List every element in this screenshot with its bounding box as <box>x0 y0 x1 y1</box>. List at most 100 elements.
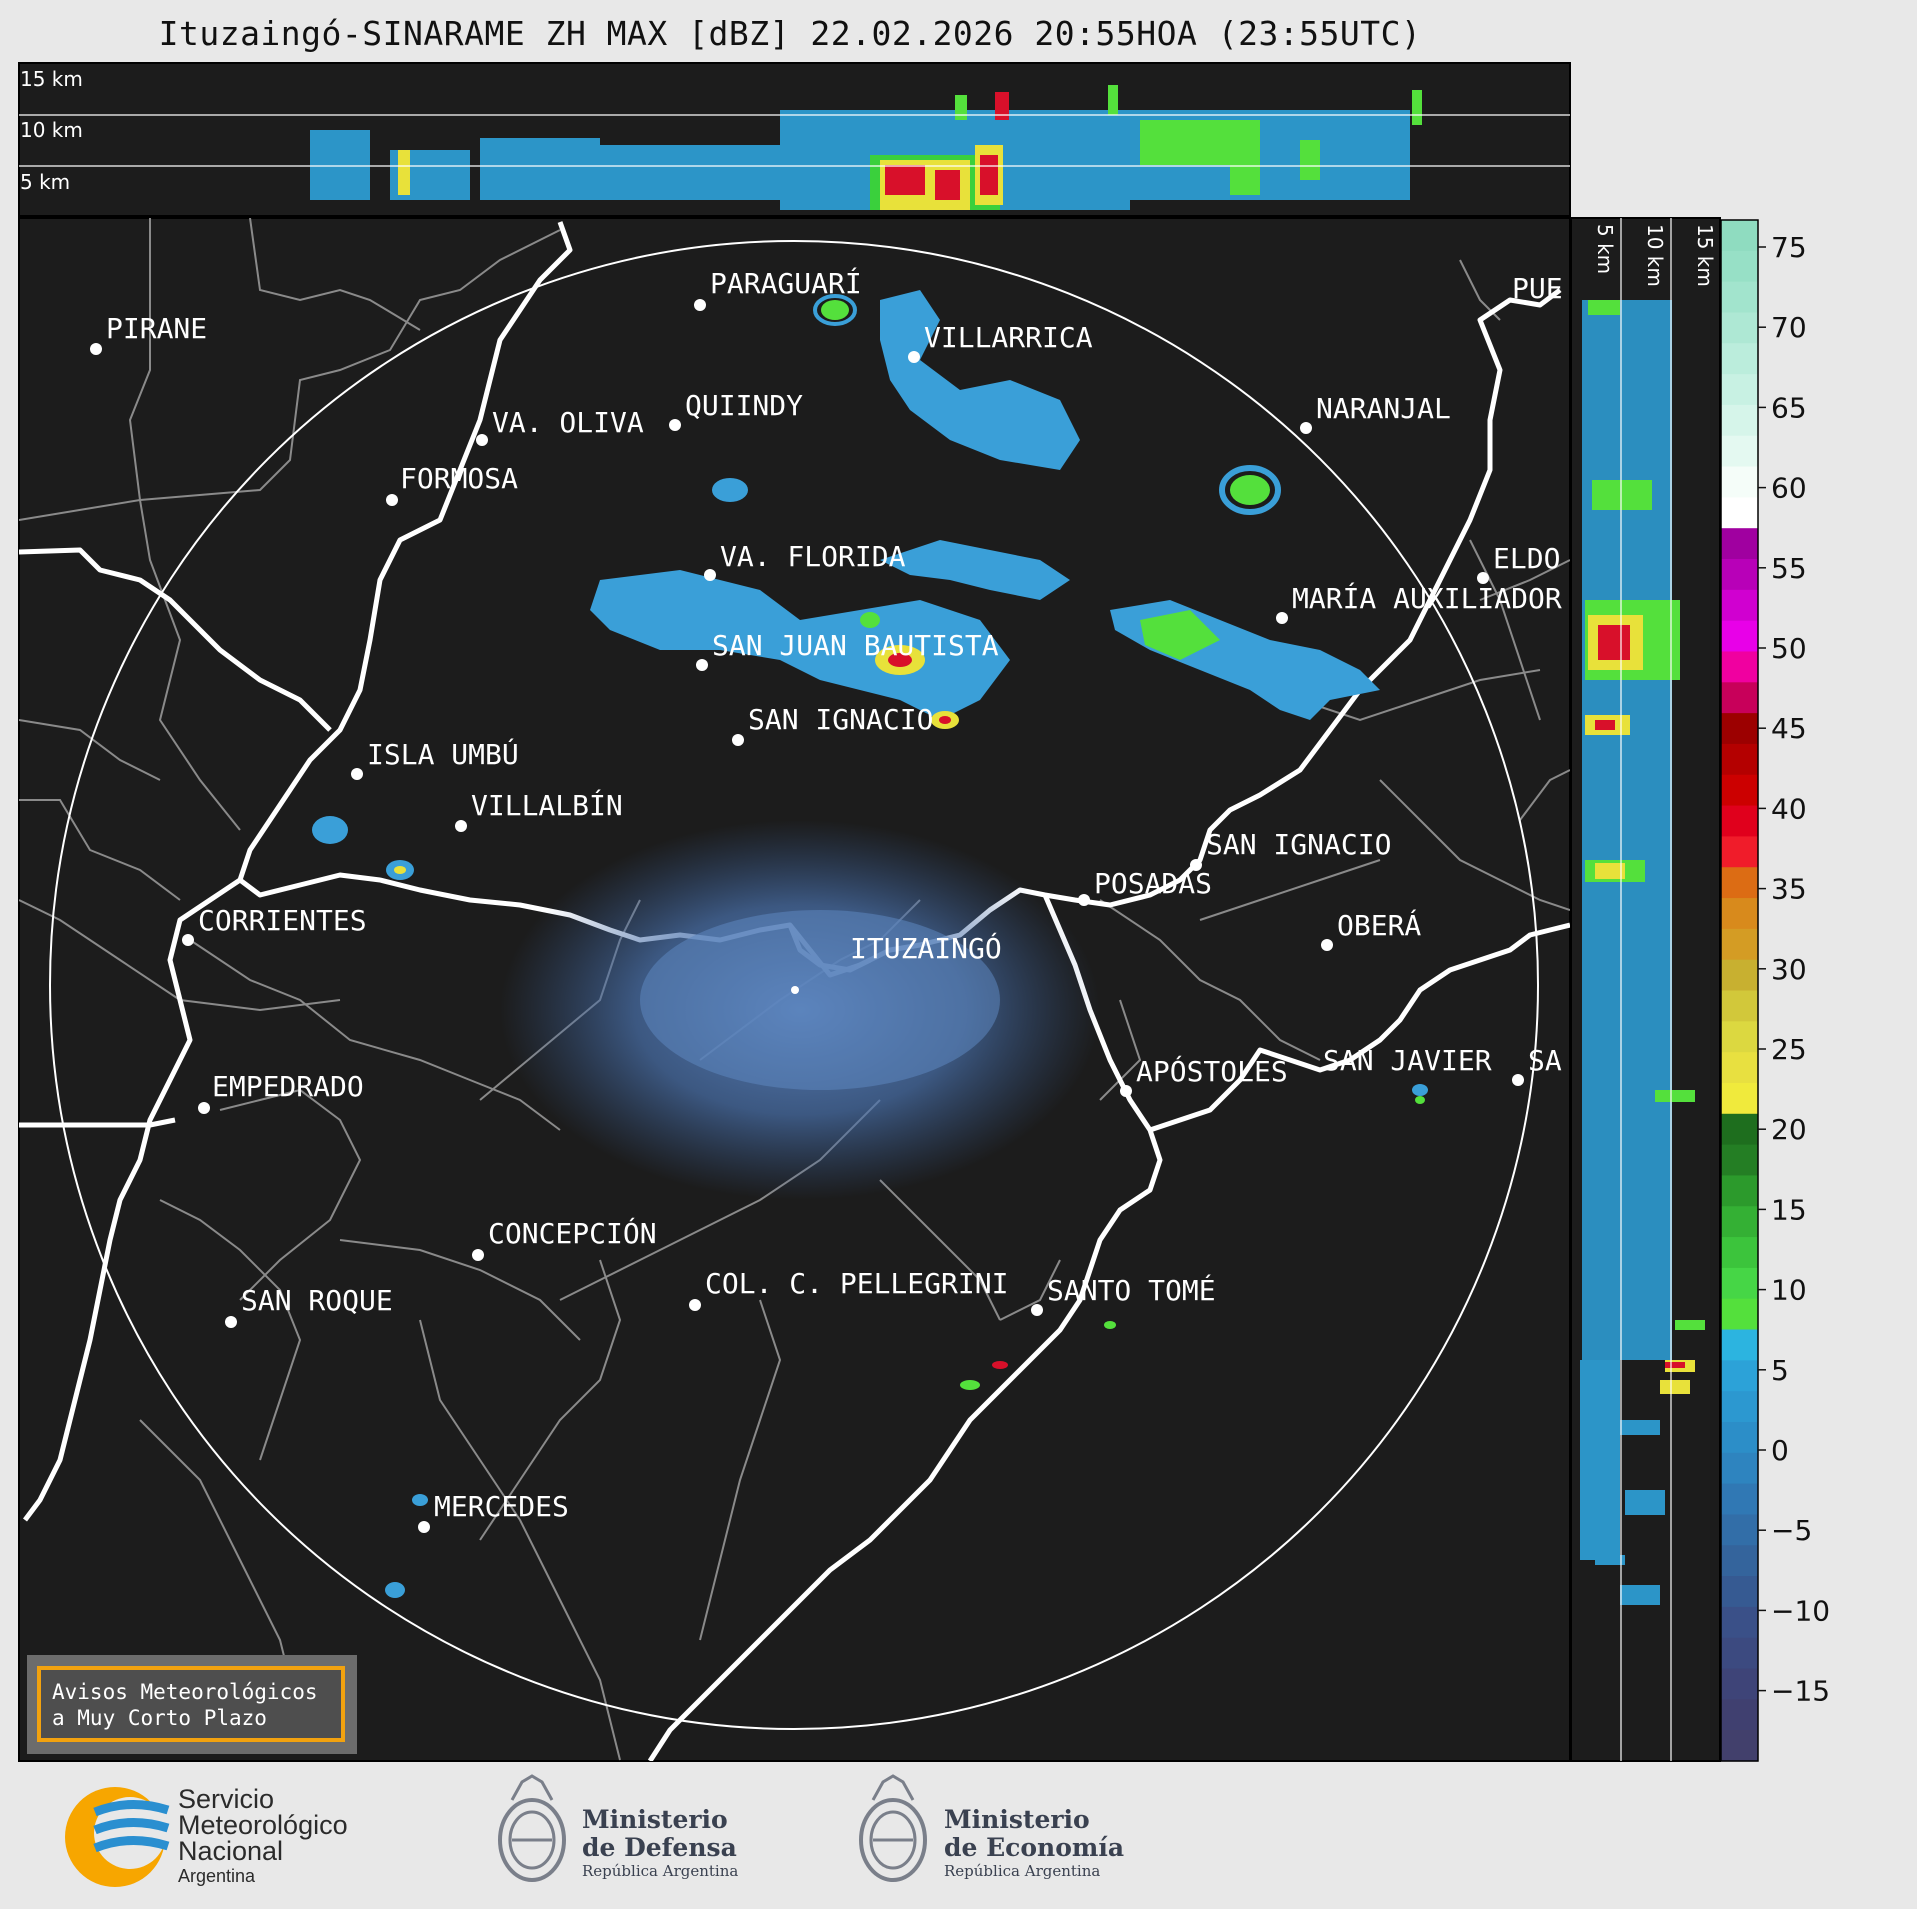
defensa-logo: Ministerio de Defensa República Argentin… <box>498 1774 738 1882</box>
colorbar-tick-label: 45 <box>1771 712 1807 745</box>
smn-line2: Meteorológico <box>178 1810 348 1840</box>
colorbar-swatch <box>1721 1606 1758 1639</box>
smn-line3: Nacional <box>178 1836 283 1866</box>
label-concepcion: CONCEPCIÓN <box>488 1216 657 1250</box>
radar-map[interactable]: PARAGUARÍ VILLARRICA PIRANE QUIINDY VA. … <box>18 217 1571 1762</box>
label-obera: OBERÁ <box>1337 908 1421 942</box>
label-empedrado: EMPEDRADO <box>212 1070 364 1103</box>
precip-echoes <box>312 290 1428 1598</box>
chart-title: Ituzaingó-SINARAME ZH MAX [dBZ] 22.02.20… <box>158 14 1422 53</box>
colorbar-swatch <box>1721 898 1758 930</box>
label-san-javier: SAN JAVIER <box>1323 1044 1492 1077</box>
top-cross-section-panel: 15 km 10 km 5 km <box>18 62 1571 217</box>
economia-line2: de Economía <box>944 1833 1124 1862</box>
colorbar-tick-label: 5 <box>1771 1354 1789 1387</box>
warning-box[interactable]: Avisos Meteorológicos a Muy Corto Plazo <box>27 1655 357 1754</box>
side-level-15km: 15 km <box>1693 224 1717 287</box>
colorbar-swatch <box>1721 528 1758 560</box>
colorbar-swatch <box>1721 1052 1758 1084</box>
colorbar-swatch <box>1721 805 1758 837</box>
smn-logo: Servicio Meteorológico Nacional Argentin… <box>65 1784 348 1887</box>
economia-line1: Ministerio <box>944 1805 1090 1834</box>
label-apostoles: APÓSTOLES <box>1136 1054 1288 1088</box>
colorbar-tick-label: 40 <box>1771 792 1807 825</box>
colorbar-swatch <box>1721 1175 1758 1207</box>
label-pue: PUE <box>1512 272 1563 305</box>
economia-logo: Ministerio de Economía República Argenti… <box>859 1774 1124 1882</box>
colorbar-swatch <box>1721 1730 1758 1762</box>
side-level-5km: 5 km <box>1593 224 1617 274</box>
colorbar-swatch <box>1721 343 1758 375</box>
top-level-10km: 10 km <box>20 118 83 142</box>
colorbar-swatch <box>1721 1237 1758 1269</box>
label-va-florida: VA. FLORIDA <box>720 540 906 573</box>
colorbar-tick-label: 55 <box>1771 552 1807 585</box>
top-echo-band <box>310 85 1422 210</box>
label-corrientes: CORRIENTES <box>198 904 367 937</box>
colorbar-swatch <box>1721 435 1758 468</box>
colorbar-swatch <box>1721 1144 1758 1177</box>
label-pirane: PIRANE <box>106 312 207 345</box>
colorbar-tick-label: 30 <box>1771 953 1807 986</box>
label-santo-tome: SANTO TOMÉ <box>1047 1273 1216 1307</box>
label-isla-umbu: ISLA UMBÚ <box>367 737 519 771</box>
label-san-roque: SAN ROQUE <box>241 1284 393 1317</box>
colorbar-swatch <box>1721 466 1758 498</box>
colorbar-swatch <box>1721 743 1758 776</box>
colorbar-swatch <box>1721 928 1758 961</box>
colorbar-swatch <box>1721 1021 1758 1053</box>
label-eldo: ELDO <box>1493 542 1560 575</box>
colorbar-tick-label: −5 <box>1771 1514 1812 1547</box>
label-mercedes: MERCEDES <box>434 1490 569 1523</box>
colorbar-swatch <box>1721 589 1758 622</box>
colorbar-swatch <box>1721 959 1758 992</box>
colorbar-swatch <box>1721 1360 1758 1392</box>
footer: Servicio Meteorológico Nacional Argentin… <box>65 1774 1124 1887</box>
colorbar-swatch <box>1721 713 1758 745</box>
colorbar-swatch <box>1721 312 1758 344</box>
smn-line4: Argentina <box>178 1866 256 1886</box>
label-ituzaingo: ITUZAINGÓ <box>850 931 1002 965</box>
colorbar-swatch <box>1721 1113 1758 1146</box>
colorbar-swatch <box>1721 867 1758 899</box>
label-maria-auxiliador: MARÍA AUXILIADOR <box>1292 581 1562 615</box>
city-markers <box>90 299 1524 1533</box>
colorbar-tick-label: −15 <box>1771 1675 1830 1708</box>
top-level-5km: 5 km <box>20 170 70 194</box>
top-level-15km: 15 km <box>20 67 83 91</box>
label-col-c-pellegrini: COL. C. PELLEGRINI <box>705 1267 1008 1300</box>
colorbar-tick-label: 35 <box>1771 873 1807 906</box>
colorbar-swatch <box>1721 682 1758 714</box>
colorbar-swatch <box>1721 774 1758 807</box>
defensa-line3: República Argentina <box>582 1862 738 1880</box>
label-posadas: POSADAS <box>1094 867 1212 900</box>
label-va-oliva: VA. OLIVA <box>492 406 644 439</box>
colorbar-swatch <box>1721 990 1758 1022</box>
colorbar-swatch <box>1721 1699 1758 1731</box>
colorbar-swatch <box>1721 1576 1758 1608</box>
colorbar-tick-label: 65 <box>1771 391 1807 424</box>
colorbar-swatch <box>1721 1206 1758 1238</box>
colorbar-tick-label: 0 <box>1771 1434 1789 1467</box>
smn-line1: Servicio <box>178 1784 274 1814</box>
label-san-juan-bautista: SAN JUAN BAUTISTA <box>712 629 999 662</box>
colorbar-swatch <box>1721 374 1758 406</box>
label-paraguari: PARAGUARÍ <box>710 266 862 300</box>
range-ring <box>49 240 1539 1730</box>
colorbar-swatch <box>1721 281 1758 314</box>
economia-line3: República Argentina <box>944 1862 1100 1880</box>
colorbar-swatch <box>1721 404 1758 437</box>
colorbar-swatch <box>1721 1637 1758 1670</box>
colorbar-swatch <box>1721 250 1758 283</box>
colorbar-swatch <box>1721 1267 1758 1300</box>
colorbar-tick-label: 60 <box>1771 472 1807 505</box>
label-villalbin: VILLALBÍN <box>471 788 623 822</box>
colorbar-tick-label: 50 <box>1771 632 1807 665</box>
colorbar-swatch <box>1721 220 1758 252</box>
label-formosa: FORMOSA <box>400 462 518 495</box>
colorbar-swatch <box>1721 1545 1758 1577</box>
colorbar-swatches <box>1721 220 1758 1762</box>
colorbar-swatch <box>1721 620 1758 653</box>
